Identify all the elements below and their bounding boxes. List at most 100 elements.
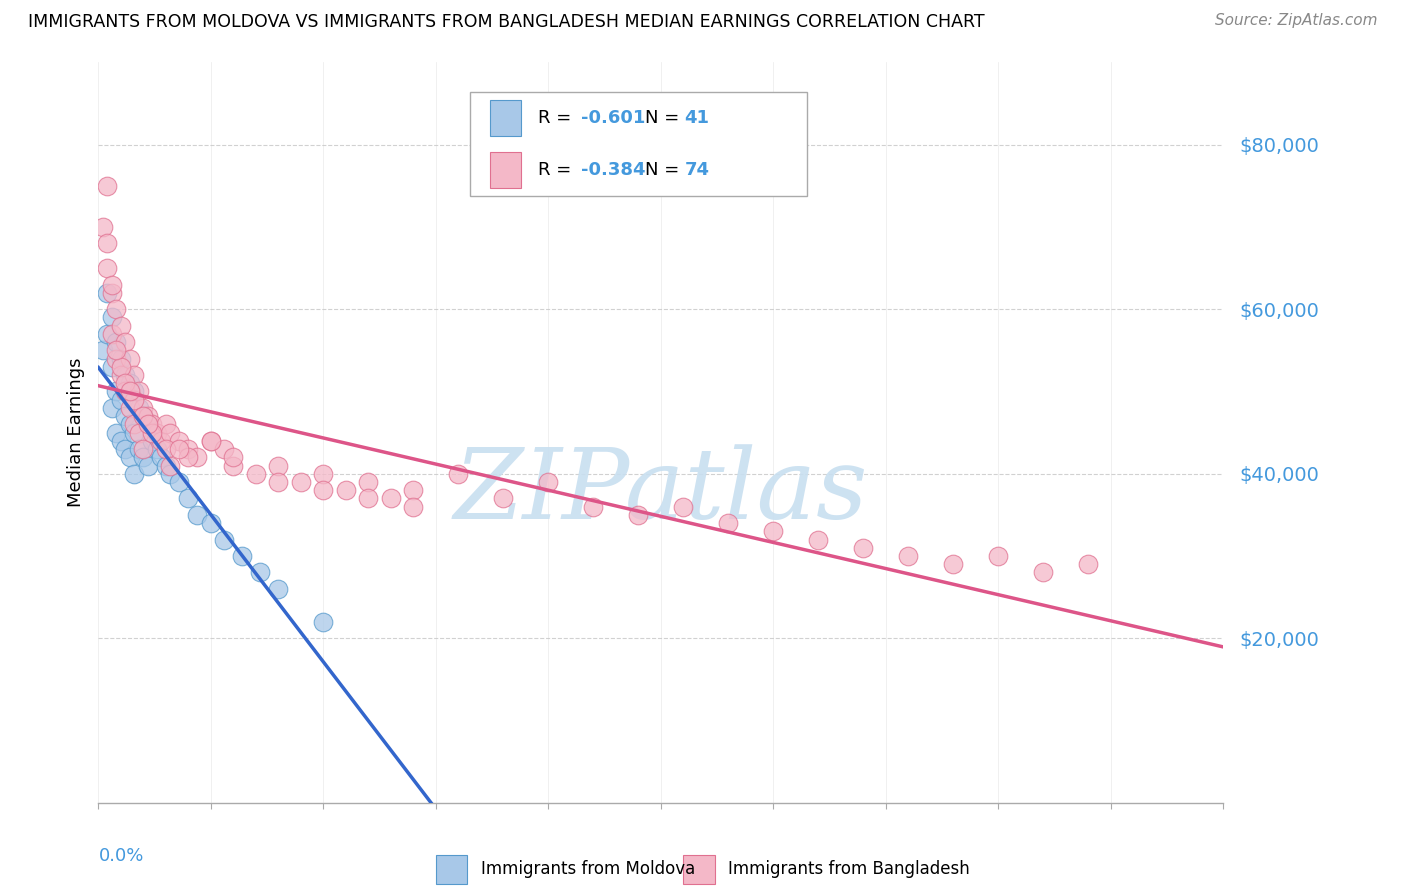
Point xyxy=(537,475,560,489)
Point xyxy=(96,326,118,341)
Point xyxy=(1077,558,1099,572)
Point xyxy=(200,434,222,448)
Point xyxy=(200,516,222,530)
FancyBboxPatch shape xyxy=(489,152,522,187)
Point xyxy=(290,475,312,489)
Point xyxy=(447,467,470,481)
Point xyxy=(132,401,155,415)
Text: 41: 41 xyxy=(685,109,710,127)
Point xyxy=(186,508,208,522)
Point xyxy=(380,491,402,506)
Point xyxy=(101,277,124,292)
Point xyxy=(105,335,128,350)
Point xyxy=(177,442,200,456)
Point xyxy=(101,326,124,341)
Point xyxy=(627,508,650,522)
Point xyxy=(177,491,200,506)
Point xyxy=(942,558,965,572)
Point xyxy=(132,442,155,456)
Point xyxy=(114,376,136,391)
FancyBboxPatch shape xyxy=(489,100,522,136)
Point xyxy=(110,351,132,366)
Point xyxy=(101,359,124,374)
Point xyxy=(357,475,380,489)
Text: ZIPatlas: ZIPatlas xyxy=(454,444,868,540)
Point xyxy=(118,376,141,391)
Point xyxy=(110,392,132,407)
Point xyxy=(402,483,425,498)
Point xyxy=(105,351,128,366)
Point xyxy=(105,343,128,358)
Point xyxy=(118,450,141,465)
Point xyxy=(222,458,245,473)
Point xyxy=(267,582,290,596)
Point xyxy=(159,458,181,473)
Point xyxy=(136,417,159,432)
Point xyxy=(124,384,146,399)
FancyBboxPatch shape xyxy=(436,855,467,884)
Point xyxy=(807,533,830,547)
Point xyxy=(169,434,191,448)
Point xyxy=(118,401,141,415)
Point xyxy=(136,458,159,473)
Point xyxy=(155,417,177,432)
Point xyxy=(101,401,124,415)
Point xyxy=(91,343,114,358)
Text: -0.601: -0.601 xyxy=(581,109,645,127)
Point xyxy=(155,442,177,456)
Point xyxy=(245,467,267,481)
Point xyxy=(110,359,132,374)
Text: Immigrants from Moldova: Immigrants from Moldova xyxy=(481,861,695,879)
Point xyxy=(124,417,146,432)
Point xyxy=(852,541,875,555)
FancyBboxPatch shape xyxy=(470,92,807,195)
Point xyxy=(105,302,128,317)
FancyBboxPatch shape xyxy=(683,855,714,884)
Point xyxy=(717,516,740,530)
Point xyxy=(582,500,605,514)
Point xyxy=(128,425,150,440)
Point xyxy=(114,335,136,350)
Point xyxy=(312,615,335,629)
Point xyxy=(132,409,155,424)
Point xyxy=(177,450,200,465)
Point xyxy=(357,491,380,506)
Point xyxy=(128,384,150,399)
Point xyxy=(136,409,159,424)
Point xyxy=(214,533,236,547)
Text: R =: R = xyxy=(538,109,578,127)
Point xyxy=(267,475,290,489)
Point xyxy=(312,467,335,481)
Point xyxy=(159,467,181,481)
Text: R =: R = xyxy=(538,161,578,178)
Point xyxy=(124,392,146,407)
Point xyxy=(1032,566,1054,580)
Point xyxy=(114,409,136,424)
Point xyxy=(141,434,163,448)
Text: 74: 74 xyxy=(685,161,710,178)
Text: Immigrants from Bangladesh: Immigrants from Bangladesh xyxy=(728,861,970,879)
Point xyxy=(169,442,191,456)
Point xyxy=(312,483,335,498)
Point xyxy=(132,450,155,465)
Point xyxy=(124,467,146,481)
Point xyxy=(150,450,173,465)
Point xyxy=(141,417,163,432)
Point xyxy=(150,434,173,448)
Point xyxy=(105,425,128,440)
Point xyxy=(141,425,163,440)
Point xyxy=(110,318,132,333)
Point xyxy=(762,524,785,539)
Point xyxy=(267,458,290,473)
Point xyxy=(155,458,177,473)
Text: 0.0%: 0.0% xyxy=(98,847,143,865)
Point xyxy=(118,384,141,399)
Point xyxy=(200,434,222,448)
Point xyxy=(114,442,136,456)
Point xyxy=(132,409,155,424)
Point xyxy=(335,483,357,498)
Point xyxy=(231,549,253,563)
Point xyxy=(101,285,124,300)
Point xyxy=(118,417,141,432)
Point xyxy=(136,417,159,432)
